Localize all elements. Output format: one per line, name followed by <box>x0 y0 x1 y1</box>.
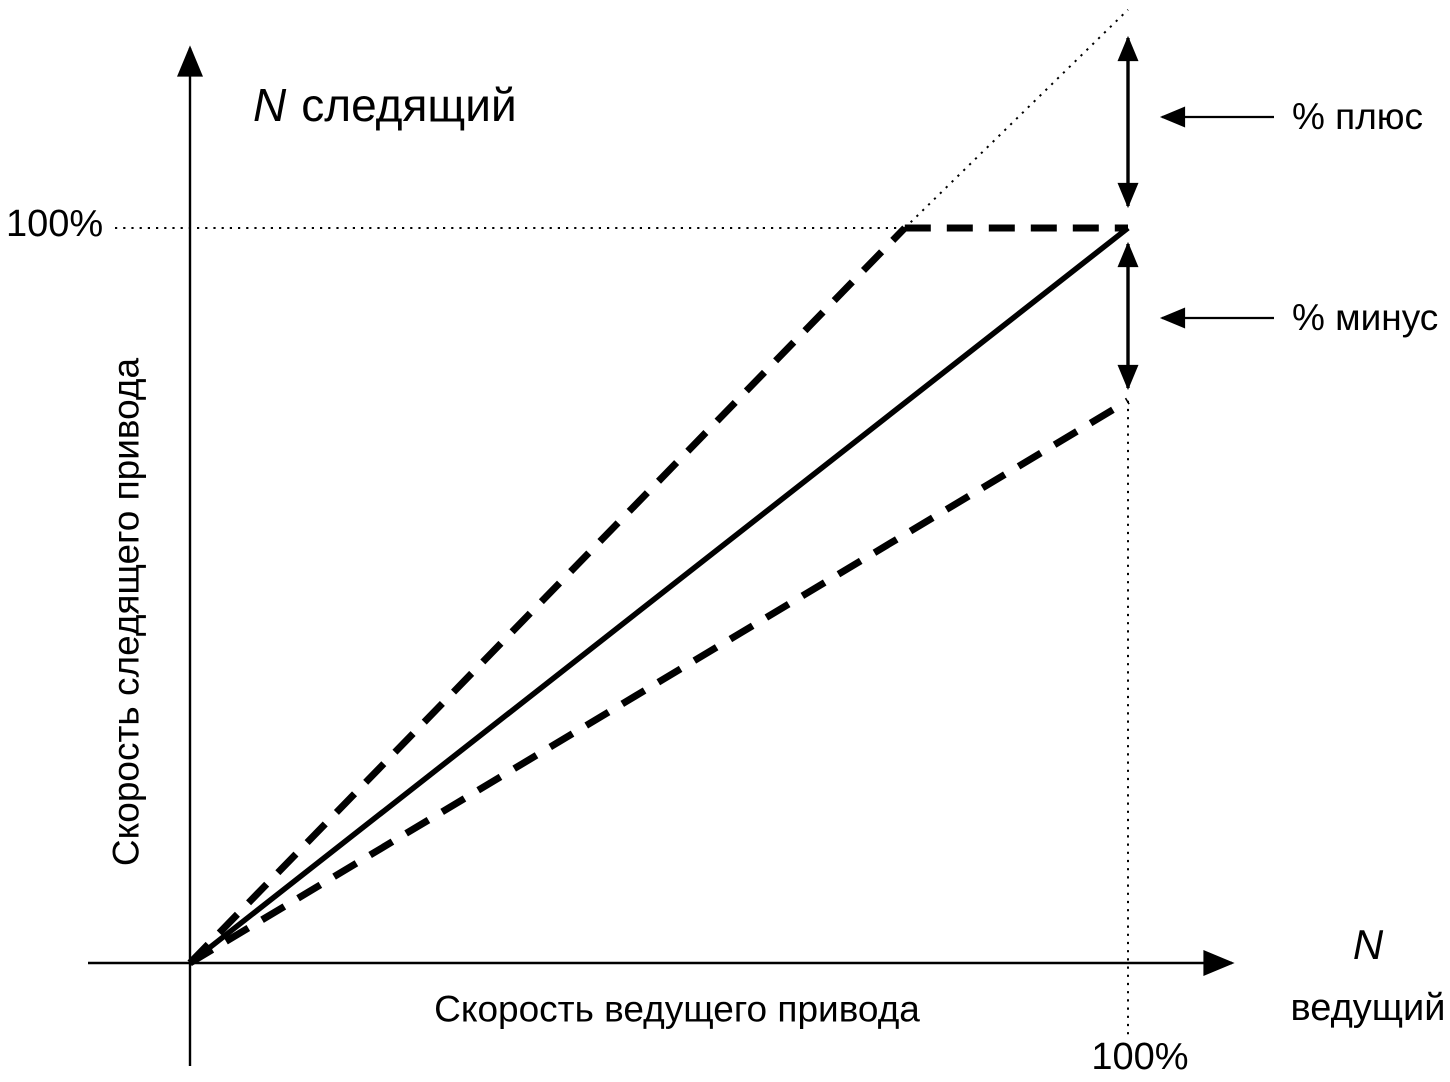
series-upper-tolerance-extension <box>904 8 1129 229</box>
minus-tolerance-label: % минус <box>1292 297 1439 338</box>
series-nominal-ratio <box>188 225 1130 966</box>
y-axis-label: Скорость следящего привода <box>105 357 147 867</box>
y-axis-tick-100: 100% <box>6 203 104 245</box>
x-axis-label: Скорость ведущего привода <box>434 988 920 1030</box>
chart-title-word: следящий <box>301 79 517 131</box>
x-axis-end-n: N <box>1352 921 1384 969</box>
plus-tolerance-label: % плюс <box>1292 96 1424 137</box>
series-lower-tolerance-band <box>188 397 1130 967</box>
series-upper-tolerance-band <box>187 225 908 966</box>
x-axis-end-label: N ведущий <box>1291 911 1446 1039</box>
chart-title-n: N <box>253 79 287 131</box>
series-layer <box>115 8 1130 1037</box>
x-axis-tick-100: 100% <box>1091 1036 1189 1079</box>
x-axis-end-word: ведущий <box>1290 987 1446 1030</box>
